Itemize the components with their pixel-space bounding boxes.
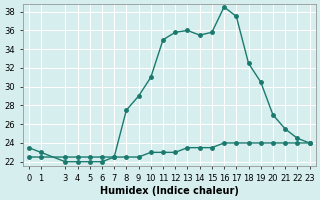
- X-axis label: Humidex (Indice chaleur): Humidex (Indice chaleur): [100, 186, 238, 196]
